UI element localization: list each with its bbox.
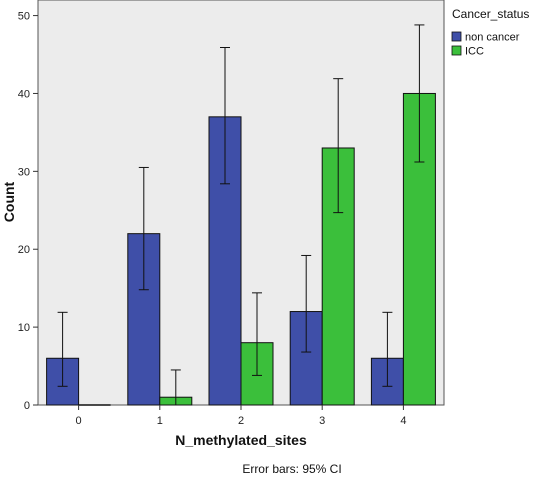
legend-items: non cancer ICC — [451, 31, 520, 58]
y-axis: 0 10 20 30 40 50 — [18, 11, 38, 412]
legend-label: non cancer — [465, 32, 520, 44]
x-axis: 0 1 2 3 4 — [76, 405, 406, 427]
legend-swatch — [451, 31, 462, 42]
x-tick-label: 1 — [157, 415, 163, 427]
x-tick-label: 4 — [400, 415, 406, 427]
x-axis-title: N_methylated_sites — [175, 432, 307, 448]
y-tick-label: 20 — [18, 244, 30, 256]
y-axis-title: Count — [1, 181, 17, 222]
y-tick-label: 0 — [24, 400, 30, 412]
y-tick-label: 40 — [18, 88, 30, 100]
y-tick-label: 50 — [18, 11, 30, 23]
x-tick-label: 0 — [76, 415, 82, 427]
legend-title: Cancer_status — [452, 7, 529, 21]
y-tick-label: 30 — [18, 166, 30, 178]
legend: Cancer_status non cancer ICC — [451, 7, 529, 58]
error-bars-footnote: Error bars: 95% CI — [242, 462, 341, 476]
x-tick-label: 3 — [319, 415, 325, 427]
x-tick-label: 2 — [238, 415, 244, 427]
y-tick-label: 10 — [18, 322, 30, 334]
error-bars-layer — [57, 24, 425, 406]
legend-label: ICC — [465, 46, 484, 58]
legend-swatch — [451, 45, 462, 56]
